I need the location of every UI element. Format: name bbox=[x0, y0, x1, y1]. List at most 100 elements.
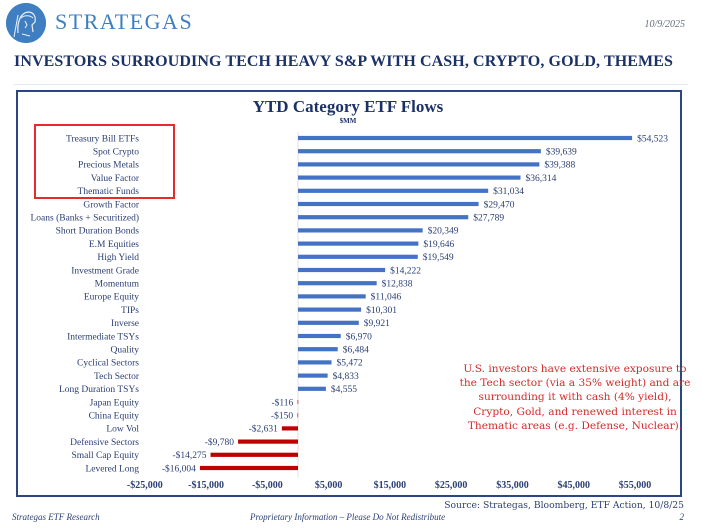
category-label: Japan Equity bbox=[90, 398, 140, 408]
category-label: Low Vol bbox=[106, 425, 139, 435]
value-label: $6,970 bbox=[346, 331, 372, 342]
category-label: China Equity bbox=[89, 412, 140, 422]
footer-left: Strategas ETF Research bbox=[12, 512, 100, 522]
bar bbox=[297, 399, 299, 405]
category-label: Quality bbox=[111, 346, 140, 356]
bar bbox=[298, 175, 521, 180]
bar bbox=[298, 307, 362, 312]
category-label: Spot Crypto bbox=[93, 148, 139, 158]
category-label: Loans (Banks + Securitized) bbox=[30, 213, 139, 224]
value-label: $14,222 bbox=[390, 265, 421, 276]
category-label: Thematic Funds bbox=[78, 187, 140, 197]
bar bbox=[298, 347, 338, 352]
value-label: $39,639 bbox=[546, 147, 577, 158]
category-label: Cyclical Sectors bbox=[77, 359, 139, 369]
bar bbox=[298, 188, 489, 193]
bar bbox=[298, 254, 418, 259]
chart-title: YTD Category ETF Flows bbox=[253, 97, 444, 116]
bar bbox=[210, 452, 298, 457]
value-label: $19,646 bbox=[423, 239, 454, 250]
value-label: -$2,631 bbox=[249, 424, 279, 435]
footer-disclaimer: Proprietary Information – Please Do Not … bbox=[250, 512, 446, 522]
value-label: $4,555 bbox=[331, 384, 357, 395]
bar bbox=[298, 386, 326, 391]
value-label: $12,838 bbox=[382, 279, 413, 290]
bar bbox=[298, 360, 332, 365]
value-label: $10,301 bbox=[366, 305, 397, 316]
value-label: $9,921 bbox=[364, 318, 390, 329]
page-number: 2 bbox=[679, 512, 685, 522]
category-label: Long Duration TSYs bbox=[59, 385, 139, 395]
category-label: Growth Factor bbox=[83, 200, 140, 210]
x-tick-label: $25,000 bbox=[435, 480, 468, 491]
chart-frame bbox=[16, 90, 682, 497]
value-label: -$150 bbox=[271, 411, 293, 422]
x-tick-label: -$5,000 bbox=[252, 480, 283, 491]
bar bbox=[298, 267, 386, 273]
category-label: Europe Equity bbox=[84, 293, 139, 303]
page-headline: INVESTORS SURROUDING TECH HEAVY S&P WITH… bbox=[14, 53, 674, 70]
x-tick-label: $55,000 bbox=[619, 480, 652, 491]
value-label: $27,789 bbox=[473, 213, 504, 224]
value-label: -$14,275 bbox=[172, 450, 206, 461]
value-label: -$16,004 bbox=[162, 463, 196, 474]
category-label: High Yield bbox=[97, 253, 139, 263]
value-label: $36,314 bbox=[526, 173, 557, 184]
x-tick-label: -$25,000 bbox=[127, 480, 163, 491]
bar bbox=[298, 320, 359, 325]
x-tick-label: $15,000 bbox=[374, 480, 407, 491]
bar bbox=[298, 333, 341, 339]
value-label: $31,034 bbox=[493, 186, 524, 197]
bar bbox=[298, 294, 366, 299]
bar bbox=[298, 201, 479, 207]
value-label: $4,833 bbox=[333, 371, 359, 382]
bar bbox=[298, 135, 633, 141]
value-label: $54,523 bbox=[637, 133, 668, 144]
category-label: Levered Long bbox=[85, 464, 139, 474]
value-label: $29,470 bbox=[484, 199, 515, 210]
report-date: 10/9/2025 bbox=[644, 19, 685, 30]
category-label: Investment Grade bbox=[71, 266, 139, 276]
category-label: Inverse bbox=[111, 319, 139, 329]
value-label: -$9,780 bbox=[205, 437, 235, 448]
category-label: Tech Sector bbox=[94, 372, 140, 382]
value-label: $19,549 bbox=[423, 252, 454, 263]
bar bbox=[298, 373, 328, 378]
bar bbox=[298, 149, 541, 154]
category-label: Intermediate TSYs bbox=[67, 332, 139, 342]
brand-name: STRATEGAS bbox=[55, 9, 194, 34]
value-label: $6,484 bbox=[343, 345, 369, 356]
value-label: $11,046 bbox=[371, 292, 402, 303]
category-label: TIPs bbox=[121, 306, 139, 316]
value-label: $20,349 bbox=[428, 226, 459, 237]
category-label: Small Cap Equity bbox=[71, 451, 139, 461]
category-label: Precious Metals bbox=[78, 161, 139, 171]
bar bbox=[298, 215, 469, 220]
category-label: Defensive Sectors bbox=[70, 437, 139, 448]
bar bbox=[298, 162, 540, 167]
strategas-logo-icon bbox=[6, 3, 46, 43]
value-label: -$116 bbox=[271, 397, 293, 408]
category-label: E.M Equities bbox=[89, 240, 139, 250]
category-label: Momentum bbox=[95, 280, 140, 290]
bar bbox=[298, 228, 423, 233]
source-note: Source: Strategas, Bloomberg, ETF Action… bbox=[444, 500, 684, 511]
bar bbox=[281, 426, 298, 431]
x-tick-label: $5,000 bbox=[315, 480, 343, 491]
x-tick-label: $35,000 bbox=[496, 480, 529, 491]
bar bbox=[298, 241, 419, 246]
annotation-note: U.S. investors have extensive exposure t… bbox=[459, 363, 691, 432]
category-label: Treasury Bill ETFs bbox=[66, 134, 139, 144]
bar bbox=[238, 439, 298, 444]
chart-subtitle: $MM bbox=[340, 117, 357, 125]
value-label: $5,472 bbox=[337, 358, 363, 369]
bar bbox=[297, 413, 299, 418]
highlight-box bbox=[34, 124, 175, 199]
x-tick-label: $45,000 bbox=[557, 480, 590, 491]
category-label: Short Duration Bonds bbox=[56, 227, 140, 237]
category-label: Value Factor bbox=[91, 174, 140, 184]
bar bbox=[199, 465, 298, 471]
x-tick-label: -$15,000 bbox=[188, 480, 224, 491]
header-divider bbox=[14, 84, 688, 85]
